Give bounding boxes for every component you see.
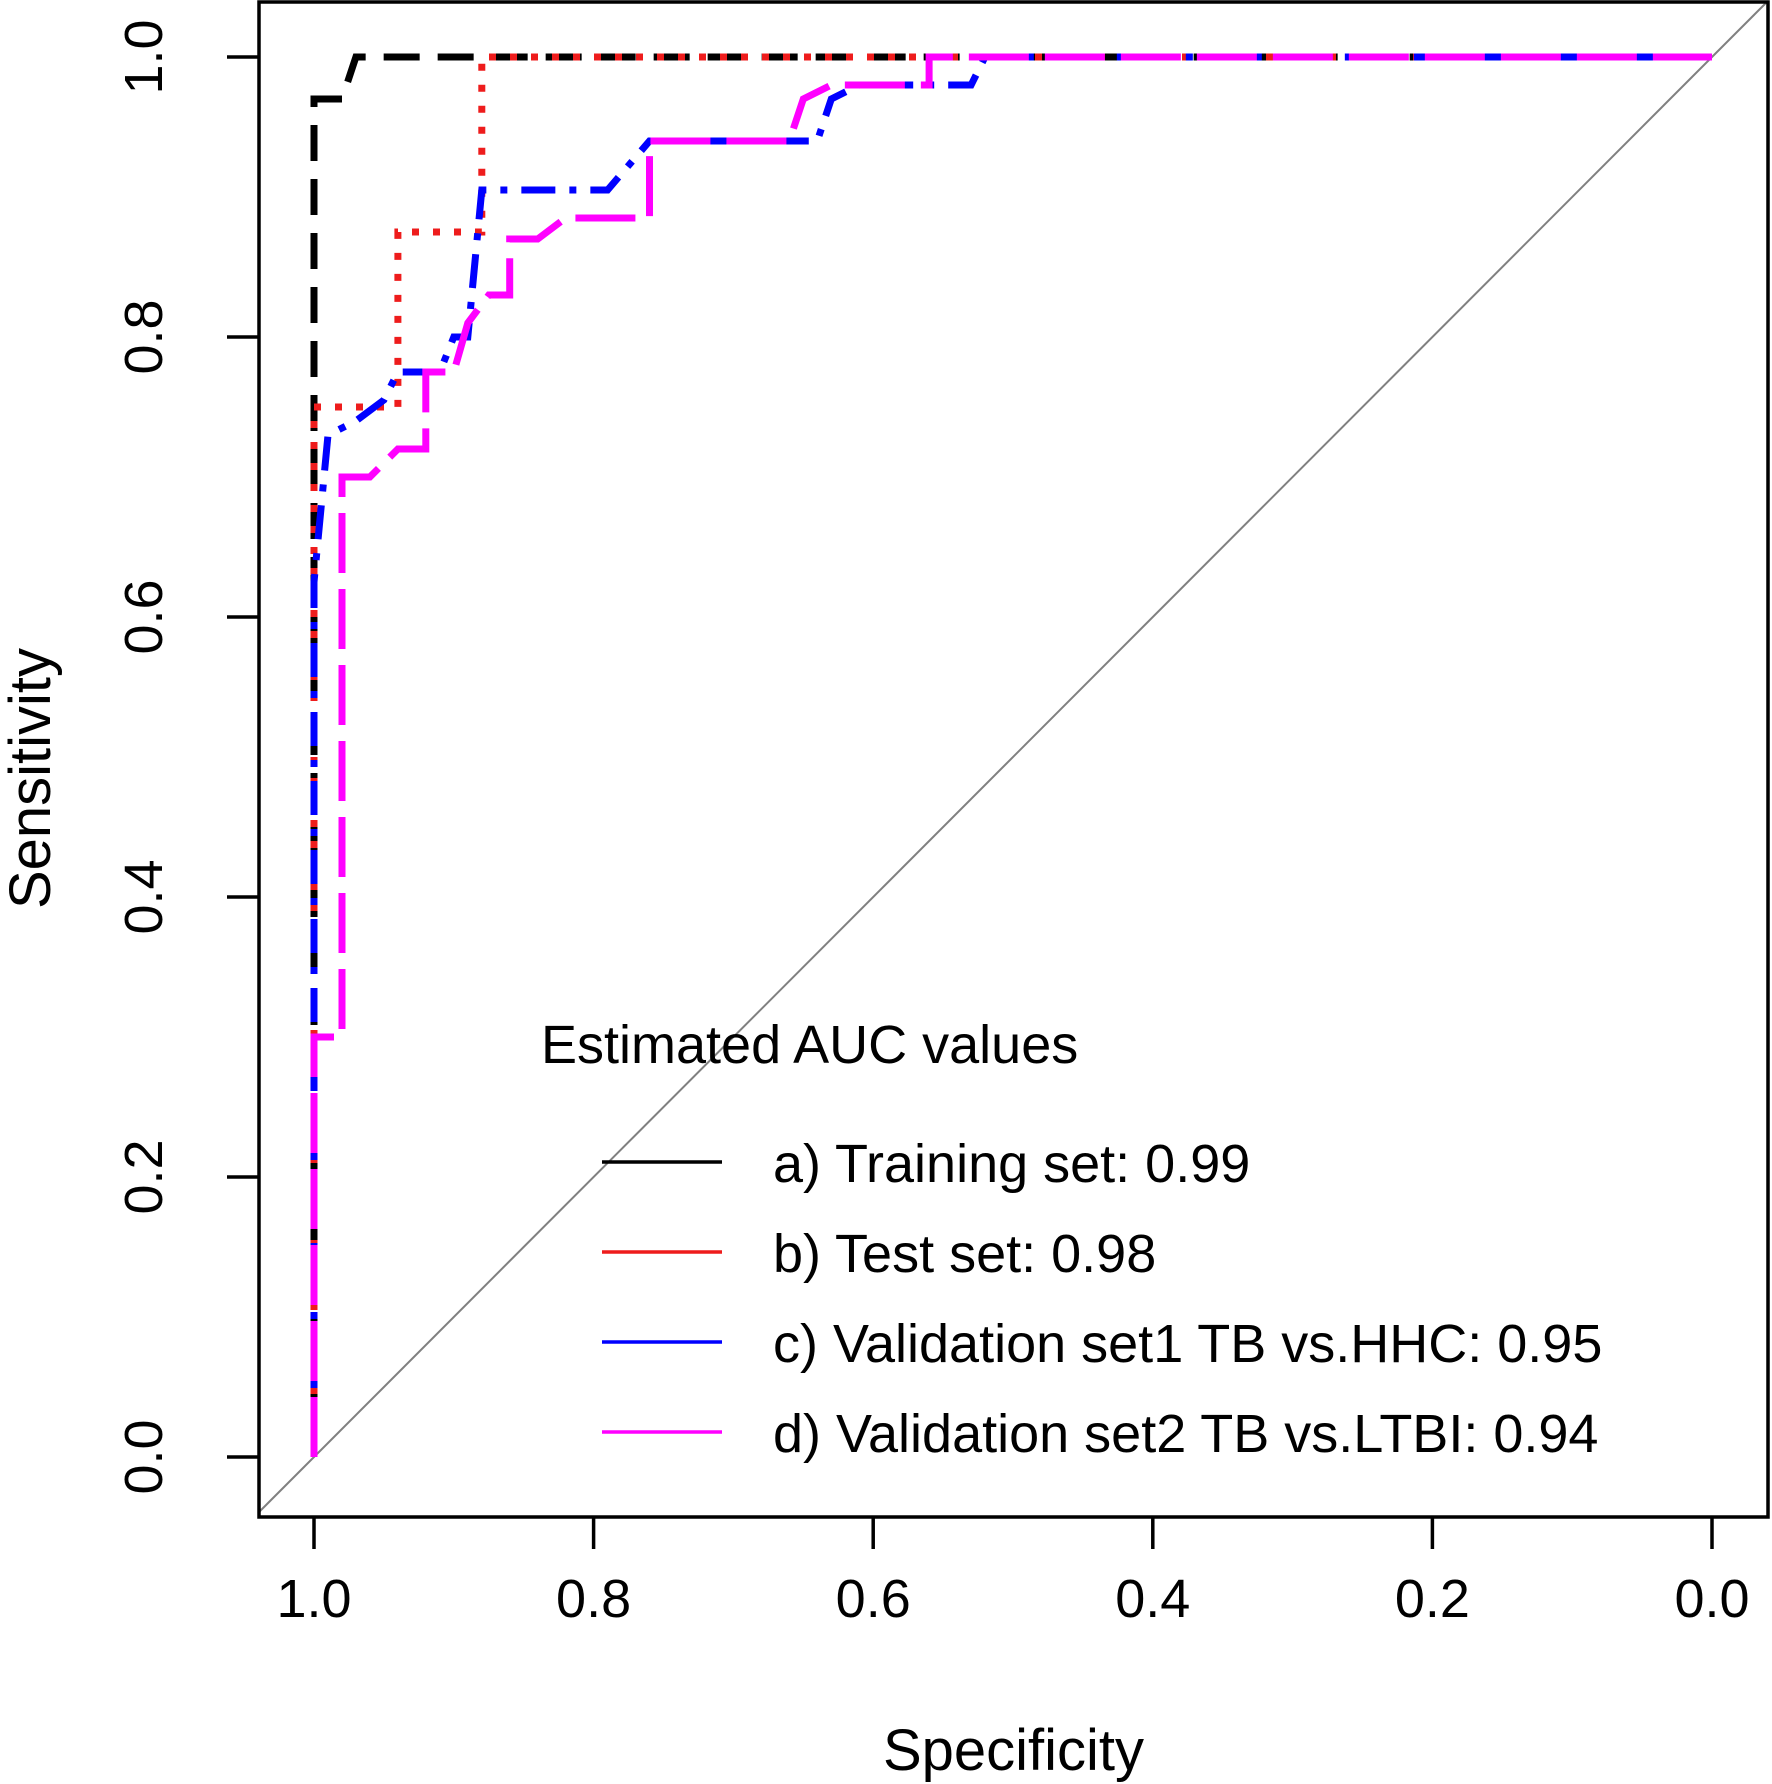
x-tick-label: 0.8 xyxy=(556,1569,631,1629)
reference-diagonal xyxy=(257,0,1769,1514)
x-tick-label: 1.0 xyxy=(276,1569,351,1629)
x-axis: 1.0 0.8 0.6 0.4 0.2 0.0 xyxy=(276,1517,1750,1629)
legend-label-2: b) Test set: 0.98 xyxy=(773,1224,1156,1284)
legend-title: Estimated AUC values xyxy=(541,1015,1078,1075)
y-axis-title: Sensitivity xyxy=(0,648,63,909)
plot-frame xyxy=(257,0,1770,1519)
legend: Estimated AUC values a) Training set: 0.… xyxy=(541,1015,1602,1464)
series-line-2 xyxy=(310,53,1712,1457)
x-tick-label: 0.0 xyxy=(1674,1569,1749,1629)
x-tick-label: 0.4 xyxy=(1115,1569,1190,1629)
series-line-4 xyxy=(310,53,1712,1457)
series-layer xyxy=(310,53,1712,1457)
legend-label-3: c) Validation set1 TB vs.HHC: 0.95 xyxy=(773,1314,1602,1374)
x-axis-title: Specificity xyxy=(883,1718,1144,1783)
series-line-1 xyxy=(310,53,1712,1457)
legend-label-4: d) Validation set2 TB vs.LTBI: 0.94 xyxy=(773,1404,1598,1464)
x-tick-label: 0.2 xyxy=(1395,1569,1470,1629)
legend-label-1: a) Training set: 0.99 xyxy=(773,1134,1250,1194)
y-axis: 0.0 0.2 0.4 0.6 0.8 1.0 xyxy=(114,19,259,1495)
y-tick-label: 1.0 xyxy=(114,19,174,94)
y-tick-label: 0.4 xyxy=(114,859,174,934)
x-tick-label: 0.6 xyxy=(836,1569,911,1629)
y-tick-label: 0.8 xyxy=(114,299,174,374)
y-tick-label: 0.6 xyxy=(114,579,174,654)
y-tick-label: 0.2 xyxy=(114,1139,174,1214)
y-tick-label: 0.0 xyxy=(114,1419,174,1494)
